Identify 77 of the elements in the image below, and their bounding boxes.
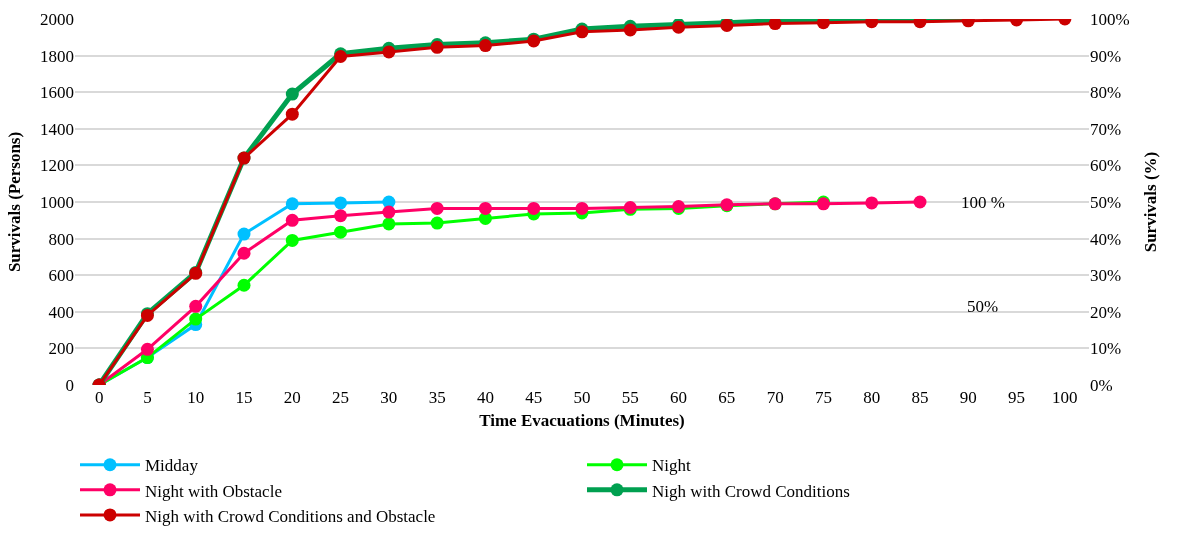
y2-tick-label: 80% (1090, 83, 1122, 103)
point (527, 201, 541, 215)
y-tick-label: 600 (48, 266, 74, 286)
y2-tick-label: 0% (1090, 375, 1113, 395)
x-axis-title: Time Evacuations (Minutes) (479, 411, 685, 431)
point (237, 278, 251, 292)
point (189, 312, 203, 326)
y2-tick-label: 70% (1090, 119, 1122, 139)
y2-tick-label: 30% (1090, 266, 1122, 286)
y-tick-label: 1600 (40, 83, 74, 103)
y-tick-label: 1200 (40, 156, 74, 176)
point (285, 213, 299, 227)
y-tick-label: 1000 (40, 192, 74, 212)
point (382, 45, 396, 59)
point (285, 197, 299, 211)
x-tick-label: 55 (621, 388, 639, 407)
y2-axis-title: Survivals (%) (1141, 151, 1161, 253)
x-tick-label: 65 (718, 388, 736, 407)
y-tick-label: 1800 (40, 46, 74, 66)
x-tick-label: 80 (863, 388, 881, 407)
point (382, 205, 396, 219)
point (382, 217, 396, 231)
point (285, 107, 299, 121)
y-axis-title: Survivals (Persons) (4, 131, 24, 273)
legend-label: Night (652, 456, 691, 476)
x-tick-label: 35 (428, 388, 446, 407)
x-tick-label: 70 (766, 388, 784, 407)
y2-tick-label: 20% (1090, 302, 1122, 322)
x-tick-label: 95 (1008, 388, 1026, 407)
legend-label: Night with Obstacle (145, 481, 282, 501)
annotation: 50% (967, 297, 999, 316)
y-tick-label: 400 (48, 302, 74, 322)
point (285, 233, 299, 247)
point (140, 342, 154, 356)
x-tick-label: 45 (525, 388, 543, 407)
point (285, 87, 299, 101)
y-tick-label: 1400 (40, 119, 74, 139)
x-tick-label: 85 (911, 388, 929, 407)
x-tick-label: 100 (1052, 388, 1078, 407)
x-tick-label: 5 (143, 388, 152, 407)
x-tick-label: 40 (476, 388, 494, 407)
y2-tick-label: 50% (1090, 192, 1122, 212)
annotation: 100 % (961, 193, 1005, 212)
point (334, 209, 348, 223)
legend-label: Nigh with Crowd Conditions (652, 481, 850, 501)
point (865, 196, 879, 210)
point (189, 299, 203, 313)
x-tick-label: 20 (283, 388, 301, 407)
y-tick-label: 800 (48, 229, 74, 249)
x-tick-label: 15 (235, 388, 253, 407)
x-tick-label: 50 (573, 388, 591, 407)
x-tick-label: 10 (187, 388, 205, 407)
point (623, 23, 637, 37)
x-tick-label: 30 (380, 388, 398, 407)
y-tick-label: 2000 (40, 9, 74, 29)
point (913, 195, 927, 209)
y-tick-label: 200 (48, 339, 74, 359)
point (237, 227, 251, 241)
point (430, 216, 444, 230)
x-tick-label: 75 (814, 388, 832, 407)
y2-tick-label: 90% (1090, 46, 1122, 66)
point (237, 246, 251, 260)
point (478, 201, 492, 215)
point (575, 201, 589, 215)
y2-tick-label: 60% (1090, 156, 1122, 176)
x-tick-label: 90 (959, 388, 977, 407)
x-tick-label: 0 (94, 388, 104, 407)
y2-tick-label: 10% (1090, 339, 1122, 359)
x-tick-label: 25 (332, 388, 350, 407)
point (334, 225, 348, 239)
x-tick-label: 60 (670, 388, 688, 407)
y2-tick-label: 100% (1090, 9, 1130, 29)
legend-label: Nigh with Crowd Conditions and Obstacle (145, 506, 436, 526)
point (334, 196, 348, 210)
y2-tick-label: 40% (1090, 229, 1122, 249)
point (430, 201, 444, 215)
legend-label: Midday (145, 456, 199, 476)
